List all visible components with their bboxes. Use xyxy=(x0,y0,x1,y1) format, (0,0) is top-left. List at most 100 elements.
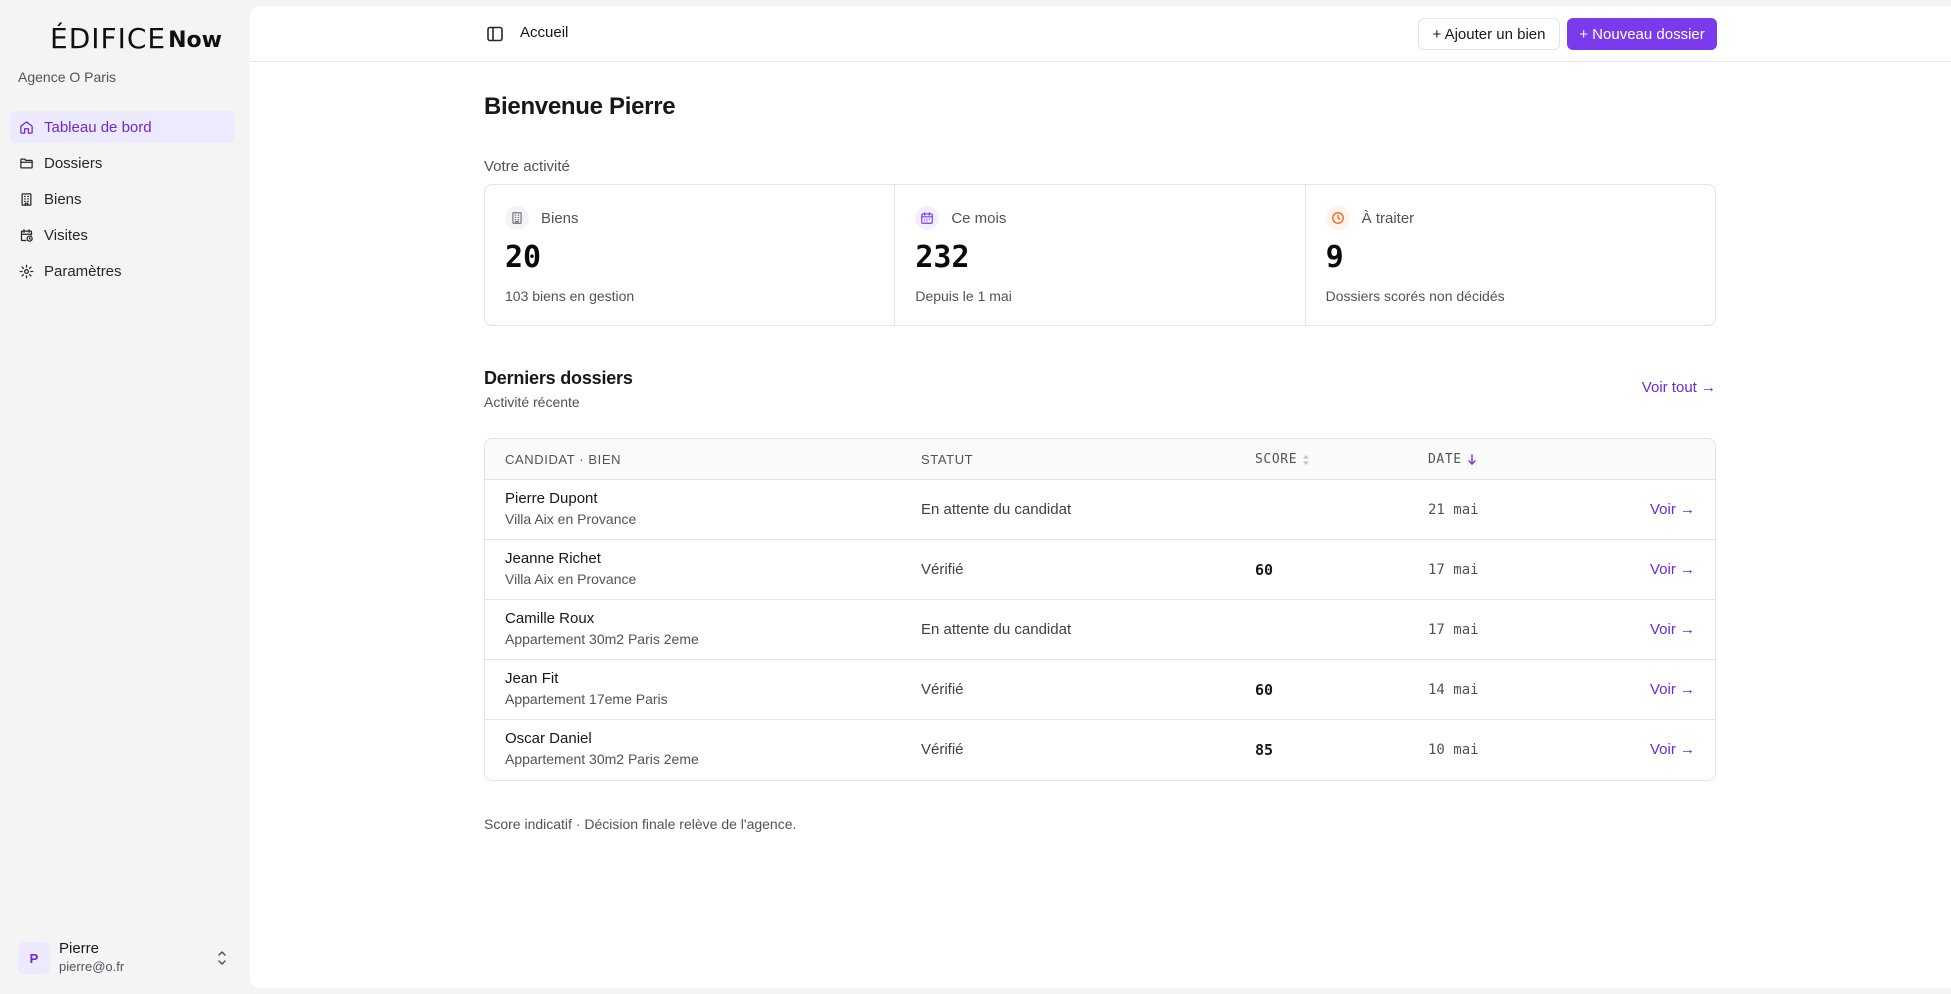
sidebar-nav: Tableau de bord Dossiers Biens Visites P… xyxy=(10,111,234,291)
score-value: 85 xyxy=(1255,741,1274,759)
stat-label: Ce mois xyxy=(951,210,1007,227)
status-text: En attente du candidat xyxy=(921,501,1072,518)
stat-description: 103 biens en gestion xyxy=(505,288,635,304)
status-text: Vérifié xyxy=(921,681,964,698)
table-row[interactable]: Camille Roux Appartement 30m2 Paris 2eme… xyxy=(485,600,1715,660)
sidebar-toggle-icon[interactable] xyxy=(486,25,504,43)
gear-icon xyxy=(19,264,34,278)
sidebar-item-dashboard[interactable]: Tableau de bord xyxy=(10,111,234,143)
sidebar-item-label: Dossiers xyxy=(44,154,103,172)
topbar: Accueil + Ajouter un bien + Nouveau doss… xyxy=(250,6,1951,62)
calendar-clock-icon xyxy=(20,228,33,242)
property-name: Villa Aix en Provance xyxy=(505,511,637,527)
logo-main: ÉDIFICE xyxy=(50,22,167,55)
logo-accent: Now xyxy=(168,28,222,53)
sidebar-item-label: Paramètres xyxy=(44,262,122,280)
user-name: Pierre xyxy=(59,940,100,957)
main-panel: Accueil + Ajouter un bien + Nouveau doss… xyxy=(250,6,1951,988)
calendar-icon xyxy=(915,206,940,230)
table-row[interactable]: Oscar Daniel Appartement 30m2 Paris 2eme… xyxy=(485,720,1715,780)
see-all-link[interactable]: Voir tout → xyxy=(1641,379,1716,396)
status-text: Vérifié xyxy=(921,741,964,758)
building-icon xyxy=(21,192,32,206)
user-info: Pierre pierre@o.fr xyxy=(59,940,124,976)
column-header-label: SCORE xyxy=(1255,452,1298,467)
stat-label: Biens xyxy=(541,210,579,227)
user-menu[interactable]: P Pierre pierre@o.fr xyxy=(18,940,228,976)
chevrons-up-down-icon xyxy=(218,951,226,965)
score-value: 60 xyxy=(1255,681,1274,699)
user-email: pierre@o.fr xyxy=(59,959,125,974)
status-text: Vérifié xyxy=(921,561,964,578)
date-value: 17 mai xyxy=(1428,622,1479,638)
column-header-label: CANDIDAT · BIEN xyxy=(505,452,622,467)
building-icon xyxy=(505,206,529,230)
sidebar-item-label: Tableau de bord xyxy=(44,118,152,136)
avatar: P xyxy=(18,942,50,974)
property-name: Appartement 17eme Paris xyxy=(505,691,668,707)
property-name: Villa Aix en Provance xyxy=(505,571,637,587)
property-name: Appartement 30m2 Paris 2eme xyxy=(505,751,699,767)
stat-value: 9 xyxy=(1325,240,1344,275)
date-value: 10 mai xyxy=(1428,742,1479,758)
view-link[interactable]: Voir → xyxy=(1649,681,1695,698)
view-link[interactable]: Voir → xyxy=(1649,741,1695,758)
new-file-button[interactable]: + Nouveau dossier xyxy=(1567,18,1717,50)
page-title: Bienvenue Pierre xyxy=(484,93,676,120)
column-header-date[interactable]: DATE xyxy=(1428,452,1476,467)
sidebar: ÉDIFICE Now Agence O Paris Tableau de bo… xyxy=(0,0,250,994)
sort-neutral-icon xyxy=(1303,454,1310,465)
candidate-name: Oscar Daniel xyxy=(505,730,592,747)
stat-value: 232 xyxy=(915,240,970,275)
stat-label: À traiter xyxy=(1361,210,1415,227)
breadcrumb[interactable]: Accueil xyxy=(520,24,569,41)
clock-icon xyxy=(1325,206,1350,230)
property-name: Appartement 30m2 Paris 2eme xyxy=(505,631,699,647)
date-value: 14 mai xyxy=(1428,682,1479,698)
agency-name: Agence O Paris xyxy=(18,69,117,85)
candidate-name: Jeanne Richet xyxy=(505,550,601,567)
score-value: 60 xyxy=(1255,561,1274,579)
view-link[interactable]: Voir → xyxy=(1649,621,1695,638)
sidebar-item-label: Biens xyxy=(44,190,82,208)
view-link[interactable]: Voir → xyxy=(1649,501,1695,518)
brand-logo[interactable]: ÉDIFICE Now xyxy=(50,24,222,54)
table-row[interactable]: Pierre Dupont Villa Aix en Provance En a… xyxy=(485,480,1715,540)
sidebar-item-label: Visites xyxy=(44,226,88,244)
sidebar-item-visites[interactable]: Visites xyxy=(10,219,234,251)
date-value: 17 mai xyxy=(1428,562,1479,578)
column-header-status: STATUT xyxy=(921,452,973,467)
stat-card-biens: Biens 20 103 biens en gestion xyxy=(485,185,896,325)
sidebar-item-biens[interactable]: Biens xyxy=(10,183,234,215)
table-row[interactable]: Jeanne Richet Villa Aix en Provance Véri… xyxy=(485,540,1715,600)
stat-description: Dossiers scorés non décidés xyxy=(1325,288,1505,304)
view-link[interactable]: Voir → xyxy=(1649,561,1695,578)
date-value: 21 mai xyxy=(1428,502,1479,518)
stat-card-month: Ce mois 232 Depuis le 1 mai xyxy=(895,185,1306,325)
stat-card-todo: À traiter 9 Dossiers scorés non décidés xyxy=(1306,185,1715,325)
sort-desc-icon xyxy=(1467,454,1476,465)
status-text: En attente du candidat xyxy=(921,621,1072,638)
folder-icon xyxy=(20,158,33,168)
column-header-label: STATUT xyxy=(921,452,974,467)
sidebar-item-parametres[interactable]: Paramètres xyxy=(10,255,234,287)
stats-cards: Biens 20 103 biens en gestion Ce mois 23… xyxy=(484,184,1716,326)
table-row[interactable]: Jean Fit Appartement 17eme Paris Vérifié… xyxy=(485,660,1715,720)
candidate-name: Camille Roux xyxy=(505,610,595,627)
recent-files-subtitle: Activité récente xyxy=(484,394,580,410)
home-icon xyxy=(20,120,33,134)
recent-files-table: CANDIDAT · BIEN STATUT SCORE DATE Pierre… xyxy=(484,438,1716,781)
table-header: CANDIDAT · BIEN STATUT SCORE DATE xyxy=(485,439,1715,480)
candidate-name: Pierre Dupont xyxy=(505,490,598,507)
recent-files-title: Derniers dossiers xyxy=(484,368,633,388)
stat-value: 20 xyxy=(505,240,542,275)
activity-label: Votre activité xyxy=(484,158,570,175)
sidebar-item-dossiers[interactable]: Dossiers xyxy=(10,147,234,179)
candidate-name: Jean Fit xyxy=(505,670,559,687)
column-header-score[interactable]: SCORE xyxy=(1255,452,1310,467)
column-header-candidate: CANDIDAT · BIEN xyxy=(505,452,621,467)
stat-description: Depuis le 1 mai xyxy=(915,288,1012,304)
score-disclaimer: Score indicatif · Décision finale relève… xyxy=(484,816,797,832)
add-property-button[interactable]: + Ajouter un bien xyxy=(1418,18,1560,50)
column-header-label: DATE xyxy=(1428,452,1462,467)
